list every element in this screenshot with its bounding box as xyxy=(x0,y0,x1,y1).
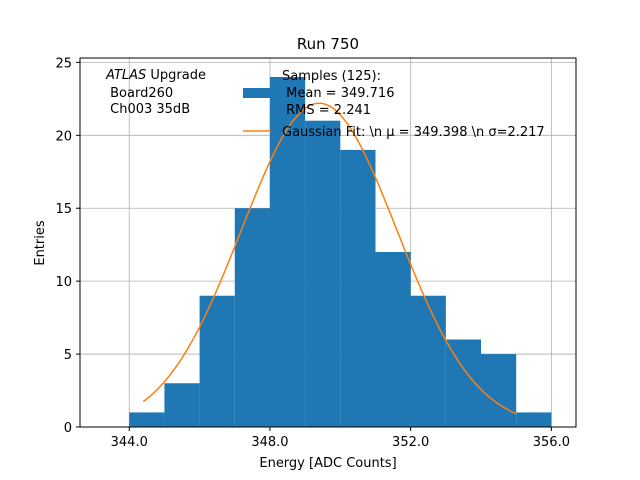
legend-fit-label: Gaussian Fit: \n μ = 349.398 \n σ=2.217 xyxy=(282,125,545,140)
legend-samples-line-2: Mean = 349.716 xyxy=(282,86,394,101)
legend-samples-line-1: Samples (125): xyxy=(282,69,381,84)
y-tick-label: 10 xyxy=(55,275,72,290)
annotation-line-3: Ch003 35dB xyxy=(106,102,190,117)
legend: Samples (125): Mean = 349.716 RMS = 2.24… xyxy=(243,69,545,140)
histogram-bar xyxy=(516,412,552,427)
histogram-bar xyxy=(269,76,306,427)
histogram-bar xyxy=(340,149,376,427)
gaussian-fit-line xyxy=(142,102,517,415)
y-tick-label: 20 xyxy=(55,129,72,144)
atlas-annotation: ATLAS Upgrade Board260 Ch003 35dB xyxy=(105,68,206,117)
x-tick-label: 356.0 xyxy=(533,435,570,450)
y-tick-label: 5 xyxy=(64,348,72,363)
chart-title: Run 750 xyxy=(297,35,359,53)
histogram-bars xyxy=(129,76,552,427)
legend-histogram-swatch xyxy=(243,88,271,98)
x-tick-label: 348.0 xyxy=(251,435,288,450)
histogram-bar xyxy=(199,295,235,427)
y-tick-label: 25 xyxy=(55,56,72,71)
legend-samples-line-3: RMS = 2.241 xyxy=(282,103,371,118)
histogram-bar xyxy=(164,383,200,427)
annotation-line-2: Board260 xyxy=(106,86,173,101)
x-tick-label: 352.0 xyxy=(392,435,429,450)
histogram-bar xyxy=(375,251,411,427)
gaussian-fit xyxy=(142,102,517,415)
histogram-bar xyxy=(129,412,165,427)
axis-ticks: 344.0 348.0 352.0 356.0 0 5 10 15 20 25 xyxy=(55,56,570,450)
plot-frame xyxy=(79,57,577,428)
x-axis-label: Energy [ADC Counts] xyxy=(259,456,396,471)
annotation-line-1: ATLAS Upgrade xyxy=(105,68,206,83)
y-tick-label: 15 xyxy=(55,202,72,217)
upgrade-label: Upgrade xyxy=(146,68,206,83)
atlas-label: ATLAS xyxy=(105,68,146,83)
histogram-bar xyxy=(305,120,341,427)
histogram-bar xyxy=(481,354,517,427)
x-tick-label: 344.0 xyxy=(111,435,148,450)
histogram-bar xyxy=(234,208,270,427)
histogram-bar xyxy=(410,295,446,427)
y-axis-label: Entries xyxy=(33,220,48,266)
y-tick-label: 0 xyxy=(64,421,72,436)
